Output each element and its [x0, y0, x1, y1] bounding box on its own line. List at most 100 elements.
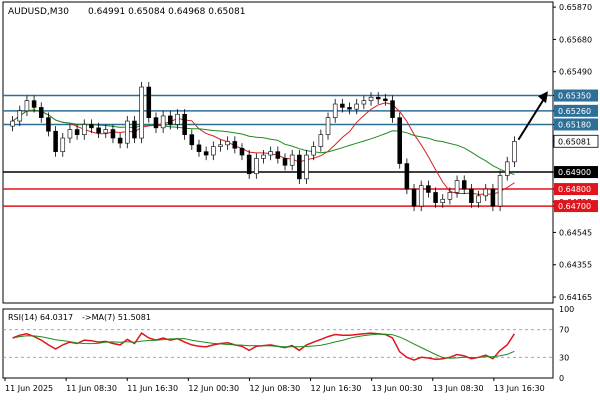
candle-body [397, 117, 402, 164]
candle-body [469, 188, 474, 203]
rsi-tick-label: 0 [559, 374, 564, 383]
price-tick-label: 0.64165 [559, 293, 592, 302]
candle-body [196, 144, 202, 152]
candle-body [433, 192, 438, 203]
candle-body [246, 154, 252, 175]
candle-body [404, 163, 410, 190]
candle-body [261, 154, 266, 159]
candle-body [17, 110, 23, 122]
candle-body [125, 120, 130, 144]
candle-body [82, 124, 87, 135]
price-tick-label: 0.65680 [559, 35, 592, 44]
rsi-ma-line [12, 333, 515, 359]
candle-body [282, 158, 288, 166]
level-tag-text: 0.64900 [558, 168, 591, 177]
candle-body [368, 96, 374, 101]
candle-body [332, 103, 338, 118]
level-tag-0.65350 [554, 89, 598, 102]
candle-body [160, 115, 166, 129]
candle-body [225, 141, 230, 146]
level-tag-0.64900 [554, 166, 598, 179]
candle-body [60, 137, 66, 152]
time-tick-label: 13 Jun 08:30 [433, 384, 484, 393]
candle-body [38, 107, 44, 118]
time-tick-label: 11 Jun 2025 [5, 384, 53, 393]
candle-body [24, 100, 30, 112]
price-tick-label: 0.64545 [559, 228, 592, 237]
candle-body [96, 127, 101, 134]
candle-body [103, 129, 109, 134]
candle-body [454, 180, 460, 193]
time-tick-label: 12 Jun 16:30 [311, 384, 362, 393]
candle-body [476, 195, 481, 203]
candles-layer [10, 81, 517, 212]
candle-body [10, 120, 15, 127]
rsi-panel-frame [2, 308, 554, 379]
candle-body [139, 86, 144, 139]
candle-body [189, 134, 195, 146]
candle-body [110, 129, 116, 139]
candle-body [168, 115, 173, 125]
candle-body [390, 100, 395, 118]
rsi-layer: 100 70 30 0 [3, 305, 574, 383]
candle-body [426, 185, 431, 193]
candle-body [440, 198, 445, 203]
candle-body [347, 107, 352, 110]
candle-body [31, 100, 37, 108]
candle-body [418, 185, 424, 207]
candle-body [67, 129, 73, 139]
time-tick-label: 13 Jun 00:30 [372, 384, 423, 393]
candle-body [146, 86, 152, 118]
price-tick-label: 0.65870 [559, 3, 592, 12]
candle-body [53, 130, 58, 152]
candle-body [89, 124, 94, 129]
forecast-arrow-layer [517, 91, 548, 141]
rsi-label: RSI(14) 64.0317 [8, 313, 73, 322]
time-tick-label: 11 Jun 16:30 [127, 384, 178, 393]
candle-body [218, 144, 223, 147]
candle-body [275, 151, 281, 159]
rsi-tick-label: 70 [559, 326, 569, 335]
candle-body [289, 154, 295, 166]
level-tag-0.65180 [554, 118, 598, 131]
forecast-arrow-head [538, 91, 548, 104]
candle-body [175, 113, 180, 125]
candle-body [211, 146, 216, 156]
rsi-ma-label: ->MA(7) 51.5081 [82, 313, 151, 322]
current-price-text: 0.65081 [558, 137, 591, 146]
candle-body [375, 96, 381, 100]
ohlc-readout: 0.64991 0.65084 0.64968 0.65081 [88, 7, 245, 17]
time-tick-label: 13 Jun 16:30 [494, 384, 545, 393]
candle-body [268, 151, 273, 156]
levels-layer [3, 94, 553, 207]
candle-body [46, 117, 51, 132]
time-axis: 11 Jun 2025 11 Jun 08:30 11 Jun 16:30 12 Ju… [4, 378, 545, 393]
candle-body [361, 100, 367, 105]
slow-ma-line [12, 109, 515, 175]
candle-body [483, 188, 489, 197]
candle-body [254, 158, 259, 175]
candle-body [490, 188, 496, 207]
current-price-tag [553, 134, 599, 148]
candle-body [74, 129, 80, 135]
level-tags-layer: 0.65350 0.65260 0.65180 0.64900 0.64800 0.647… [553, 89, 599, 213]
candle-body [182, 113, 187, 135]
candle-body [232, 141, 238, 149]
candle-body [153, 117, 159, 129]
candle-body [132, 120, 137, 139]
level-tag-0.65260 [554, 104, 598, 117]
candle-body [311, 146, 316, 156]
rsi-tick-label: 100 [559, 305, 574, 314]
symbol-timeframe: AUDUSD,M30 [8, 7, 69, 17]
candle-body [117, 137, 123, 144]
time-tick-label: 11 Jun 08:30 [66, 384, 117, 393]
level-tag-text: 0.65260 [558, 107, 591, 116]
candle-body [447, 192, 453, 200]
candle-body [497, 175, 503, 207]
main-panel-frame [2, 1, 554, 304]
candle-body [318, 134, 324, 147]
candle-body [304, 154, 309, 180]
candle-body [297, 154, 302, 180]
